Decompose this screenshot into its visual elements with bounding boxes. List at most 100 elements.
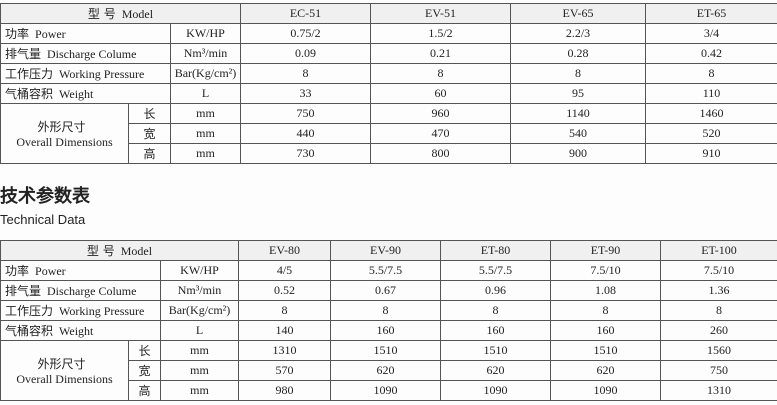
value: 0.09 [240,43,371,64]
value: 8 [660,300,777,321]
value: 2.2/3 [510,23,646,44]
axis: 长 [128,103,171,124]
model-name: EC-51 [240,3,371,24]
value: 1.5/2 [370,23,511,44]
label-en: Working Pressure [59,67,145,81]
value: 7.5/10 [660,260,777,281]
unit: L [170,83,241,104]
row-label: 气桶容积 Weight [0,83,171,104]
value: 1560 [660,340,777,361]
axis: 长 [128,340,161,361]
value: 1510 [330,340,441,361]
value: 1310 [660,380,777,401]
spec-row: 气桶容积 Weight L 33 60 95 110 [0,83,777,104]
dimension-row: 宽 mm 570 620 620 620 750 [1,360,777,381]
spec-row: 排气量 Discharge Colume Nm³/min 0.09 0.21 0.28 0.… [0,43,777,64]
value: 1460 [645,103,777,124]
value: 8 [550,300,661,321]
model-name: ET-100 [660,240,777,261]
unit: mm [170,103,241,124]
value: 8 [238,300,331,321]
spec-row: 工作压力 Working Pressure Bar(Kg/cm²) 8 8 8 8 [0,63,777,84]
spec-table: 型 号 Model EC-51 EV-51 EV-65 ET-65 功率 Power KW/HP… [0,3,777,164]
section-title: 技术参数表 [0,186,90,207]
model-name: ET-90 [550,240,661,261]
value: 8 [510,63,646,84]
dimension-row: 高 mm 730 800 900 910 [1,143,777,164]
spec-row: 功率 Power KW/HP 0.75/2 1.5/2 2.2/3 3/4 [0,23,777,44]
unit: mm [160,360,239,381]
label-en: Working Pressure [59,304,145,318]
row-label: 功率 Power [0,260,161,281]
label-zh: 功率 [5,264,30,278]
value: 4/5 [238,260,331,281]
value: 960 [370,103,511,124]
value: 900 [510,143,646,164]
value: 0.21 [370,43,511,64]
axis: 宽 [128,123,171,144]
value: 5.5/7.5 [440,260,551,281]
label-en: Model [121,7,154,21]
model-name: EV-65 [510,3,646,24]
spec-table: 型 号 Model EV-80 EV-90 ET-80 ET-90 ET-100 功率 Powe… [0,240,777,401]
label-en: Power [35,264,66,278]
value: 750 [240,103,371,124]
row-label: 工作压力 Working Pressure [0,300,161,321]
unit: mm [170,143,241,164]
value: 620 [550,360,661,381]
value: 570 [238,360,331,381]
value: 8 [370,63,511,84]
label-zh: 功率 [5,27,30,41]
value: 0.96 [440,280,551,301]
label-en: Overall Dimensions [16,371,113,386]
axis: 宽 [128,360,161,381]
label-en: Discharge Colume [47,284,137,298]
unit: mm [160,340,239,361]
dimension-label: 外形尺寸 Overall Dimensions [0,340,129,401]
value: 140 [238,320,331,341]
value: 1510 [440,340,551,361]
value: 1090 [330,380,441,401]
value: 160 [550,320,661,341]
value: 110 [645,83,777,104]
model-name: EV-51 [370,3,511,24]
label-zh: 工作压力 [5,304,54,318]
value: 750 [660,360,777,381]
value: 620 [330,360,441,381]
value: 60 [370,83,511,104]
unit: KW/HP [160,260,239,281]
label-en: Discharge Colume [47,47,137,61]
unit: Bar(Kg/cm²) [160,300,239,321]
value: 1140 [510,103,646,124]
value: 7.5/10 [550,260,661,281]
value: 1090 [440,380,551,401]
label-zh: 气桶容积 [5,324,54,338]
dimension-row: 外形尺寸 Overall Dimensions 长 mm 1310 1510 1510 151… [0,340,777,401]
value: 0.67 [330,280,441,301]
axis: 高 [128,143,171,164]
value: 5.5/7.5 [330,260,441,281]
value: 0.75/2 [240,23,371,44]
row-label: 排气量 Discharge Colume [0,43,171,64]
value: 1.36 [660,280,777,301]
value: 8 [240,63,371,84]
value: 8 [330,300,441,321]
dimension-label: 外形尺寸 Overall Dimensions [0,103,129,164]
row-label: 排气量 Discharge Colume [0,280,161,301]
value: 1310 [238,340,331,361]
label-en: Overall Dimensions [16,134,113,149]
header-row: 型 号 Model EC-51 EV-51 EV-65 ET-65 [0,3,777,24]
value: 0.28 [510,43,646,64]
unit: Nm³/min [160,280,239,301]
value: 730 [240,143,371,164]
header-cell: 型 号 Model [0,240,239,261]
label-zh: 工作压力 [5,67,54,81]
value: 3/4 [645,23,777,44]
label-en: Power [35,27,66,41]
value: 540 [510,123,646,144]
unit: Bar(Kg/cm²) [170,63,241,84]
unit: L [160,320,239,341]
dimension-row: 高 mm 980 1090 1090 1090 1310 [1,380,777,401]
axis: 高 [128,380,161,401]
